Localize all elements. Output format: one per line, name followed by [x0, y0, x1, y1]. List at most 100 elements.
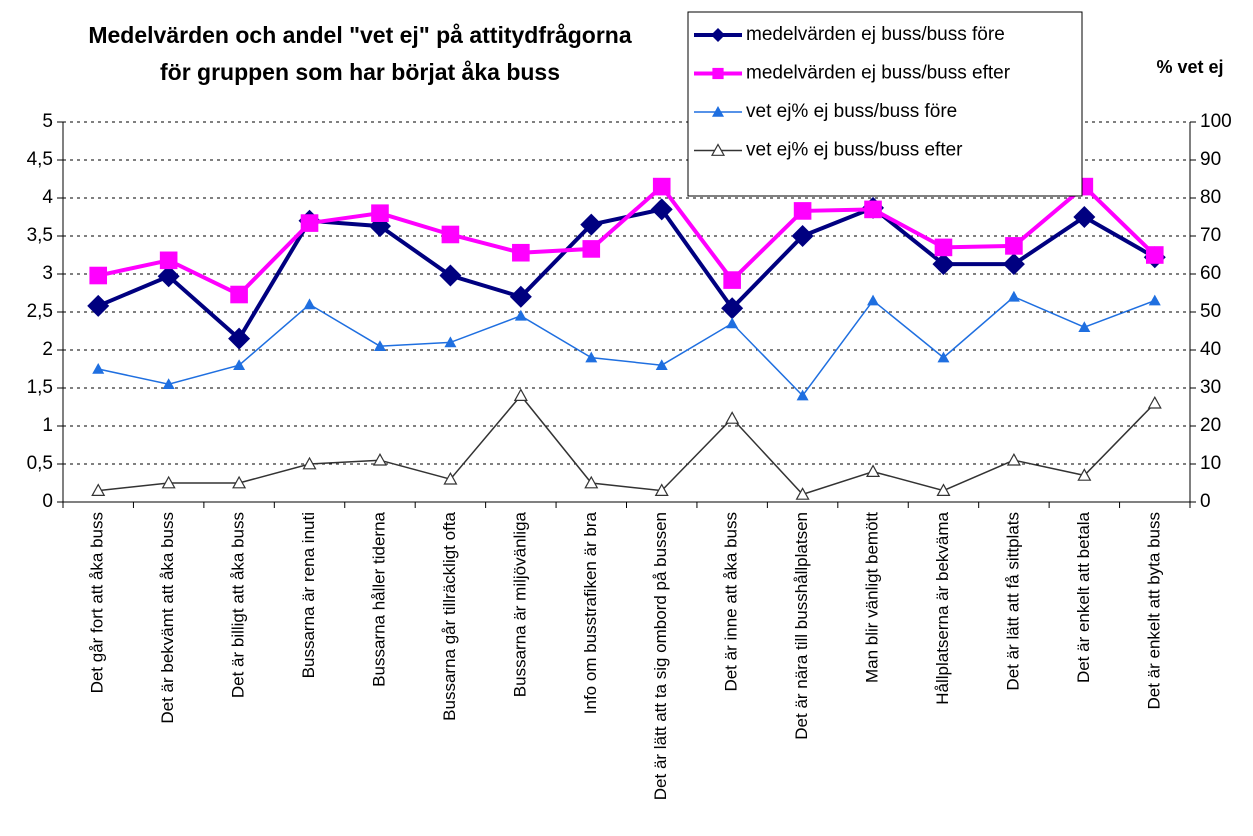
marker	[582, 240, 601, 258]
marker	[443, 471, 458, 485]
y-tick-label: 0	[42, 491, 53, 512]
x-tick-label: Bussarna är miljövänliga	[510, 511, 529, 697]
marker	[654, 483, 669, 496]
legend-label: medelvärden ej buss/buss efter	[746, 63, 1011, 84]
x-tick-label: Det är billigt att åka buss	[229, 512, 248, 698]
marker	[796, 389, 809, 401]
marker	[1007, 290, 1020, 302]
marker	[228, 327, 251, 350]
y2-tick-label: 60	[1200, 263, 1221, 284]
marker	[712, 106, 724, 117]
y2-tick-label: 10	[1200, 453, 1221, 474]
legend-label: medelvärden ej buss/buss före	[746, 24, 1005, 45]
marker	[372, 452, 387, 466]
y2-tick-label: 70	[1200, 225, 1221, 246]
marker	[302, 456, 317, 470]
marker	[937, 351, 950, 363]
marker	[159, 251, 178, 270]
marker	[1005, 237, 1023, 255]
x-tick-label: Hållplatserna är bekväma	[933, 511, 952, 704]
x-tick-label: Det är lätt att ta sig ombord på bussen	[651, 512, 670, 800]
y-tick-label: 4,5	[27, 149, 53, 170]
y2-tick-label: 20	[1200, 415, 1221, 436]
marker	[710, 143, 726, 156]
y-tick-label: 0,5	[27, 453, 53, 474]
series-line	[97, 183, 1157, 297]
x-tick-label: Det är enkelt att betala	[1074, 511, 1093, 683]
marker	[866, 464, 881, 477]
marker	[934, 238, 953, 257]
marker	[89, 266, 108, 285]
marker	[439, 264, 462, 287]
legend-box	[687, 11, 1083, 197]
y2-tick-label: 100	[1200, 111, 1232, 132]
y-tick-label: 3,5	[27, 225, 53, 246]
marker	[161, 475, 176, 489]
marker	[87, 294, 110, 317]
marker	[793, 202, 812, 220]
y2-tick-label: 30	[1200, 377, 1221, 398]
y2-tick-label: 90	[1200, 149, 1221, 170]
chart-title: Medelvärden och andel "vet ej" på attity…	[88, 22, 631, 48]
y2-tick-label: 40	[1200, 339, 1221, 360]
y2-tick-label: 0	[1200, 491, 1211, 512]
marker	[1145, 246, 1164, 264]
marker	[1077, 468, 1092, 481]
marker	[1078, 321, 1091, 332]
marker	[1148, 294, 1161, 306]
marker	[725, 411, 740, 424]
x-tick-label: Det är bekvämt att åka buss	[158, 512, 177, 724]
marker	[1006, 452, 1021, 466]
y2-tick-label: 80	[1200, 187, 1221, 208]
marker	[371, 204, 389, 222]
marker	[711, 28, 725, 42]
marker	[232, 475, 247, 489]
x-tick-label: Bussarna går tillräckligt ofta	[440, 511, 459, 720]
marker	[652, 177, 671, 196]
y2-tick-label: 50	[1200, 301, 1221, 322]
marker	[444, 336, 457, 348]
y-tick-label: 4	[42, 187, 53, 208]
marker	[726, 317, 739, 329]
marker	[585, 351, 598, 363]
y2-axis-label: % vet ej	[1156, 57, 1223, 77]
series-line	[97, 205, 1156, 342]
x-tick-label: Bussarna är rena inuti	[299, 512, 318, 678]
y-tick-label: 2,5	[27, 301, 53, 322]
chart-title: för gruppen som har börjat åka buss	[160, 59, 560, 85]
marker	[303, 298, 316, 310]
x-tick-label: Info om busstrafiken är bra	[581, 511, 600, 714]
y-tick-label: 3	[42, 263, 53, 284]
marker	[233, 359, 246, 370]
marker	[580, 213, 603, 236]
x-tick-label: Det går fort att åka buss	[88, 512, 107, 693]
marker	[373, 340, 386, 351]
x-tick-label: Det är nära till busshållplatsen	[792, 512, 811, 740]
x-tick-label: Det är inne att åka buss	[722, 512, 741, 692]
series-line	[98, 295, 1156, 397]
marker	[162, 378, 175, 389]
marker	[864, 200, 882, 219]
marker	[514, 309, 527, 321]
y-tick-label: 2	[42, 339, 53, 360]
marker	[936, 483, 951, 496]
legend-label: vet ej% ej buss/buss före	[746, 101, 957, 122]
marker	[1147, 395, 1162, 409]
marker	[791, 225, 814, 247]
series-line	[98, 394, 1156, 496]
y-tick-label: 1,5	[27, 377, 53, 398]
marker	[723, 271, 741, 289]
x-tick-label: Det är lätt att få sittplats	[1003, 512, 1022, 691]
marker	[512, 243, 530, 262]
marker	[157, 265, 180, 288]
marker	[795, 487, 810, 500]
marker	[932, 253, 955, 276]
x-tick-label: Det är enkelt att byta buss	[1144, 512, 1163, 710]
marker	[712, 67, 724, 80]
marker	[721, 297, 744, 320]
marker	[584, 475, 599, 489]
x-tick-label: Bussarna håller tiderna	[369, 511, 388, 686]
marker	[92, 363, 105, 374]
marker	[509, 285, 532, 308]
